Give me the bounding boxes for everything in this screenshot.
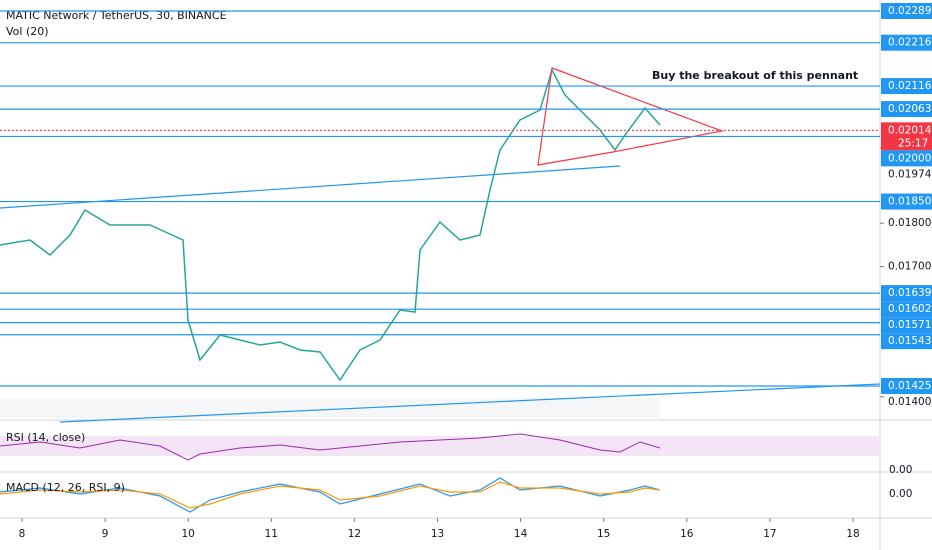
macd-tick: 0.00 <box>889 488 912 500</box>
countdown: 25:17 <box>898 137 928 149</box>
rsi-band <box>0 436 880 456</box>
price-label-box <box>881 317 932 334</box>
date-label: 11 <box>265 528 278 540</box>
date-label: 17 <box>763 528 776 540</box>
price-label-box <box>881 301 932 318</box>
rsi-line <box>0 433 661 461</box>
rsi-title: RSI (14, close) <box>6 431 85 444</box>
date-label: 13 <box>431 528 444 540</box>
macd-title: MACD (12, 26, RSI, 9) <box>6 481 125 494</box>
price-label: 0.01700 <box>888 261 931 273</box>
price-label: 0.02063 <box>888 103 931 115</box>
price-path <box>0 68 661 382</box>
price-label-box <box>881 78 932 95</box>
price-label-box <box>881 3 932 19</box>
price-label-box <box>881 101 932 118</box>
price-label: 0.01639 <box>888 287 931 299</box>
price-label-box <box>881 150 932 167</box>
rsi-tick: 0.00 <box>889 464 912 476</box>
price-label: 0.01425 <box>888 380 931 392</box>
price-label: 0.02000 <box>888 152 931 164</box>
price-label-box <box>881 378 932 394</box>
price-label: 0.01400 <box>888 396 931 408</box>
price-label: 0.02116 <box>888 80 932 92</box>
volume-label: Vol (20) <box>6 25 49 38</box>
price-label-box <box>881 333 932 350</box>
date-label: 10 <box>182 528 195 540</box>
price-label-box <box>881 193 932 210</box>
volume-area <box>0 398 660 418</box>
price-label-box <box>881 285 932 302</box>
date-label: 8 <box>19 528 26 540</box>
price-label: 0.01543 <box>888 335 931 347</box>
price-label: 0.01602 <box>888 303 931 315</box>
date-label: 15 <box>597 528 610 540</box>
date-label: 9 <box>102 528 109 540</box>
price-label: 0.01800 <box>888 217 931 229</box>
date-label: 14 <box>514 528 528 540</box>
price-label-box <box>881 122 932 151</box>
price-label: 0.01571 <box>888 319 931 331</box>
signal-line <box>0 481 661 509</box>
date-label: 18 <box>846 528 859 540</box>
price-label: 0.01850 <box>888 196 931 208</box>
date-label: 12 <box>348 528 361 540</box>
price-label: 0.02289 <box>888 5 931 17</box>
date-label: 16 <box>680 528 694 540</box>
price-label: 0.02216 <box>888 37 932 49</box>
trendline <box>59 383 881 423</box>
price-label-box <box>881 34 932 51</box>
price-label: 0.01974 <box>888 168 932 180</box>
pennant <box>537 67 725 166</box>
chart-title: MATIC Network / TetherUS, 30, BINANCE <box>6 9 227 22</box>
annotation: Buy the breakout of this pennant <box>652 69 858 82</box>
price-label: 0.02014 <box>888 124 932 136</box>
